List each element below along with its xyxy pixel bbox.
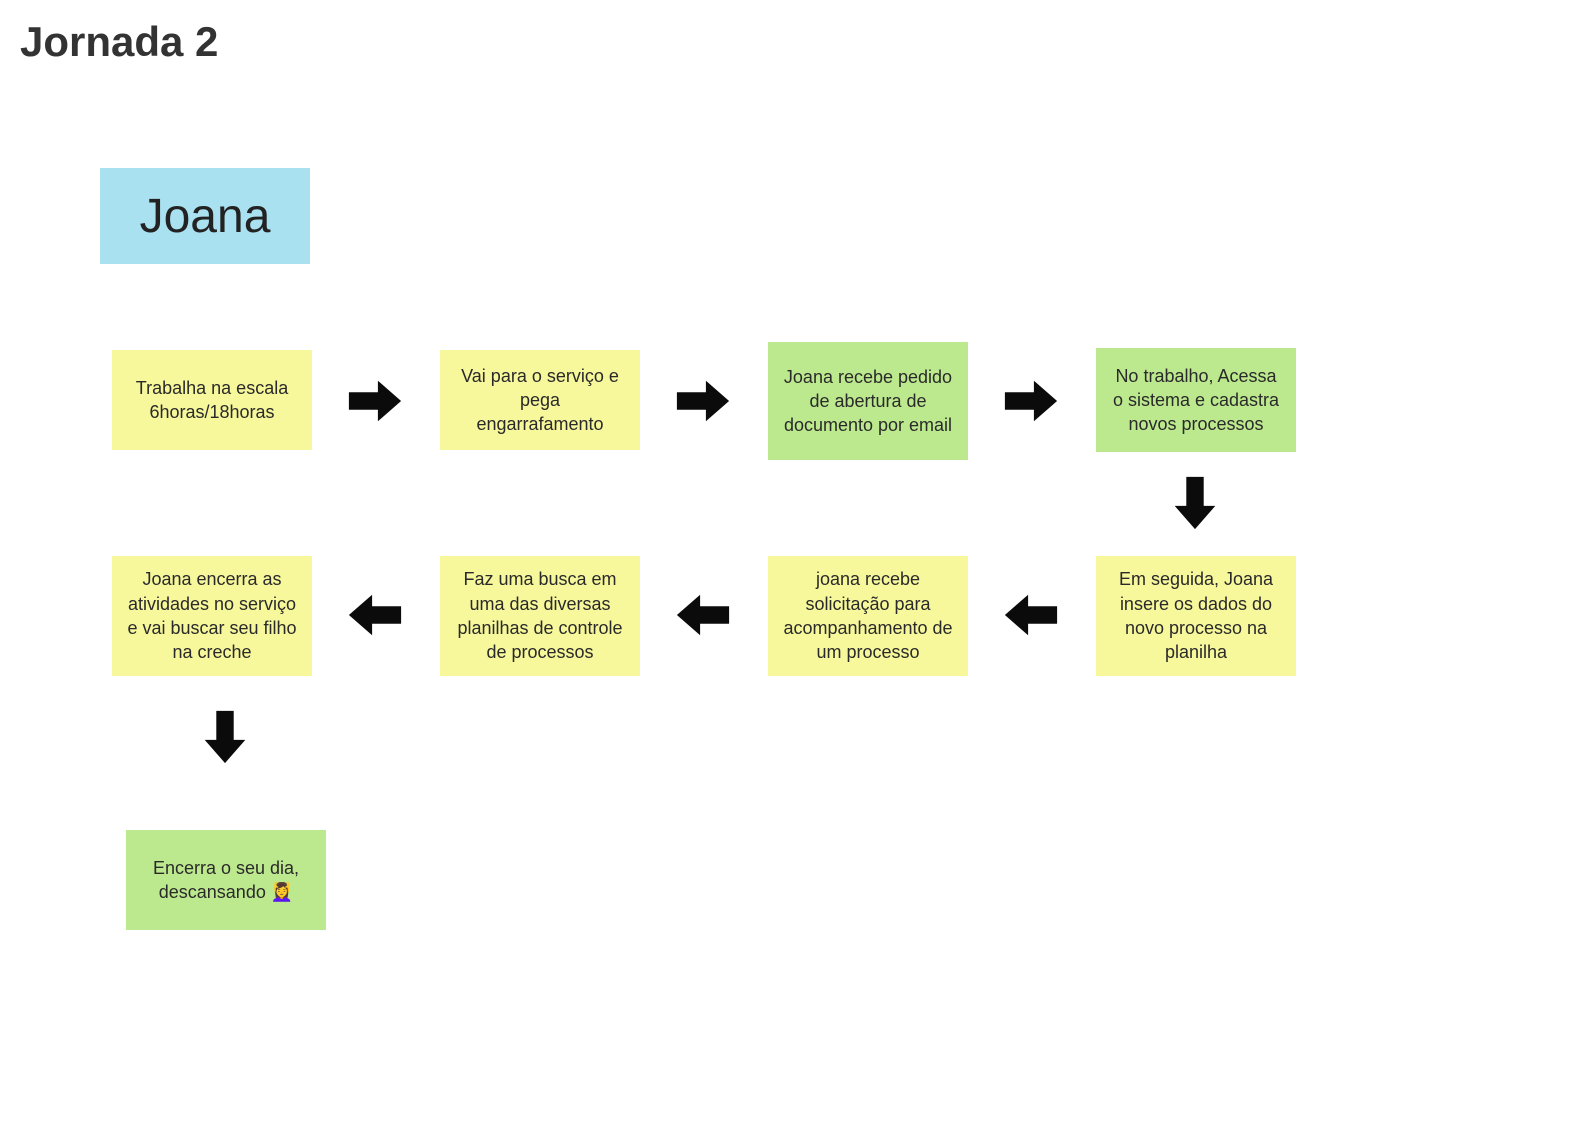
flow-node-text: Em seguida, Joana insere os dados do nov… xyxy=(1110,567,1282,664)
flow-node-text: Vai para o serviço e pega engarrafamento xyxy=(454,364,626,437)
arrow-left-icon xyxy=(674,586,732,644)
flow-node-text: Trabalha na escala 6horas/18horas xyxy=(126,376,298,425)
flow-node-4: No trabalho, Acessa o sistema e cadastra… xyxy=(1096,348,1296,452)
arrow-left-icon xyxy=(346,586,404,644)
flow-node-text: Faz uma busca em uma das diversas planil… xyxy=(454,567,626,664)
persona-box: Joana xyxy=(100,168,310,264)
flow-node-3: Joana recebe pedido de abertura de docum… xyxy=(768,342,968,460)
flow-node-text: Joana encerra as atividades no serviço e… xyxy=(126,567,298,664)
flow-node-text: joana recebe solicitação para acompanham… xyxy=(782,567,954,664)
flow-node-7: Faz uma busca em uma das diversas planil… xyxy=(440,556,640,676)
arrow-right-icon xyxy=(674,372,732,430)
flow-node-9: Encerra o seu dia, descansando 💆‍♀️ xyxy=(126,830,326,930)
flow-node-2: Vai para o serviço e pega engarrafamento xyxy=(440,350,640,450)
flow-node-8: Joana encerra as atividades no serviço e… xyxy=(112,556,312,676)
flow-node-6: joana recebe solicitação para acompanham… xyxy=(768,556,968,676)
flow-node-5: Em seguida, Joana insere os dados do nov… xyxy=(1096,556,1296,676)
arrow-right-icon xyxy=(1002,372,1060,430)
arrow-down-icon xyxy=(1166,474,1224,532)
arrow-right-icon xyxy=(346,372,404,430)
persona-label: Joana xyxy=(140,189,271,244)
arrow-left-icon xyxy=(1002,586,1060,644)
flow-node-text: Joana recebe pedido de abertura de docum… xyxy=(782,365,954,438)
flow-node-text: No trabalho, Acessa o sistema e cadastra… xyxy=(1110,364,1282,437)
page-title: Jornada 2 xyxy=(20,18,218,66)
arrow-down-icon xyxy=(196,708,254,766)
flow-node-1: Trabalha na escala 6horas/18horas xyxy=(112,350,312,450)
flow-node-text: Encerra o seu dia, descansando 💆‍♀️ xyxy=(140,856,312,905)
